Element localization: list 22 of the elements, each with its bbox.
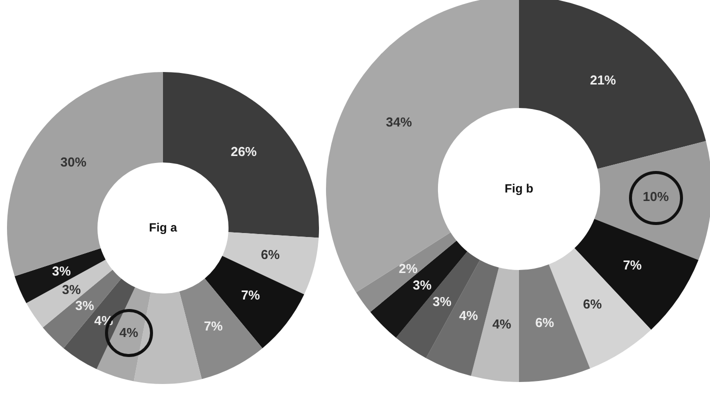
data-label: 30% xyxy=(60,154,87,170)
data-label: 7% xyxy=(622,258,642,273)
data-label: 7% xyxy=(204,318,224,334)
data-label: 3% xyxy=(412,277,432,292)
data-label: 6% xyxy=(535,315,555,330)
data-label: 3% xyxy=(52,264,72,279)
data-label: 4% xyxy=(459,308,478,323)
data-label: 2% xyxy=(398,261,418,276)
data-label: 3% xyxy=(432,294,452,309)
data-label: 34% xyxy=(386,114,412,130)
data-label: 3% xyxy=(62,282,82,297)
text: Fig b xyxy=(504,181,534,196)
data-label: 3% xyxy=(75,298,95,313)
data-label: 7% xyxy=(241,287,260,302)
data-label: 26% xyxy=(230,144,258,159)
data-label: 6% xyxy=(260,247,280,262)
data-label: 21% xyxy=(590,72,616,88)
data-label: 4% xyxy=(492,316,512,332)
text: Fig a xyxy=(148,220,178,234)
data-label: 6% xyxy=(583,296,602,312)
data-label: 4% xyxy=(119,324,139,340)
data-label: 10% xyxy=(642,189,670,204)
